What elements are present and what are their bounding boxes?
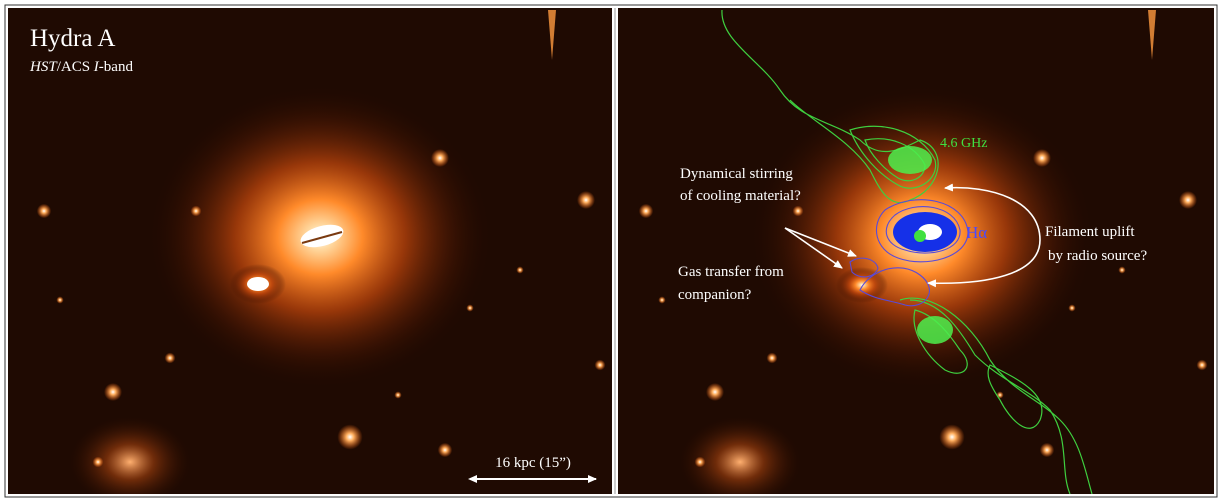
- dust-lane: [301, 231, 343, 244]
- spiral-galaxy: [70, 417, 190, 494]
- star: [1118, 266, 1126, 274]
- star: [437, 442, 453, 458]
- star: [694, 456, 706, 468]
- star: [996, 391, 1004, 399]
- annotation: Dynamical stirring of cooling material?: [680, 166, 801, 204]
- galaxy-core: [300, 224, 344, 248]
- star: [1033, 149, 1051, 167]
- star: [766, 352, 778, 364]
- star: [658, 296, 666, 304]
- star: [939, 424, 965, 450]
- right-panel: 4.6 GHz Hα Dynamical stirring of cooling …: [618, 8, 1214, 494]
- star: [638, 203, 654, 219]
- arrow: [784, 227, 857, 257]
- radio-core: [914, 230, 926, 242]
- star: [190, 205, 202, 217]
- star: [577, 191, 595, 209]
- subtitle-part: HST: [29, 59, 58, 75]
- subtitle: HST/ACS I-band: [29, 59, 133, 75]
- halpha-contours: [849, 199, 969, 307]
- subtitle-part: I: [93, 59, 100, 75]
- annotation-line: of cooling material?: [680, 188, 801, 204]
- star: [337, 424, 363, 450]
- title: Hydra A: [30, 25, 115, 52]
- annotation: Gas transfer from companion?: [678, 264, 784, 303]
- star: [56, 296, 64, 304]
- companion-core: [247, 277, 269, 291]
- star: [1039, 442, 1055, 458]
- companion-halo: [836, 267, 888, 303]
- spiral-galaxy: [680, 417, 800, 494]
- star: [36, 203, 52, 219]
- annotation-line: Dynamical stirring: [680, 166, 793, 182]
- scale-label: 16 kpc (15”): [495, 455, 571, 471]
- left-panel: Hydra A HST/ACS I-band 16 kpc (15”): [8, 8, 612, 494]
- arrow: [927, 239, 1041, 288]
- annotation: Filament uplift by radio source?: [1045, 224, 1147, 264]
- star: [394, 391, 402, 399]
- annotation-line: Filament uplift: [1045, 224, 1135, 240]
- edge-on-galaxy: [548, 10, 556, 60]
- annotation-line: Gas transfer from: [678, 264, 784, 280]
- annotation-line: companion?: [678, 287, 752, 303]
- radio-lobe: [888, 146, 932, 174]
- annotation-line: by radio source?: [1048, 248, 1147, 264]
- star: [466, 304, 474, 312]
- star: [1068, 304, 1076, 312]
- radio-lobe: [917, 316, 953, 344]
- star: [706, 383, 724, 401]
- star: [104, 383, 122, 401]
- star: [516, 266, 524, 274]
- radio-label: 4.6 GHz: [940, 136, 987, 151]
- star: [792, 205, 804, 217]
- star: [92, 456, 104, 468]
- star: [431, 149, 449, 167]
- star: [1196, 359, 1208, 371]
- edge-on-galaxy: [1148, 10, 1156, 60]
- arrow: [784, 227, 843, 269]
- star: [594, 359, 606, 371]
- radio-contours: [721, 9, 1093, 494]
- arrow: [944, 183, 1041, 241]
- subtitle-part: /ACS: [57, 59, 94, 75]
- subtitle-part: -band: [99, 59, 134, 75]
- star: [164, 352, 176, 364]
- halpha-label: Hα: [966, 223, 987, 242]
- star: [1179, 191, 1197, 209]
